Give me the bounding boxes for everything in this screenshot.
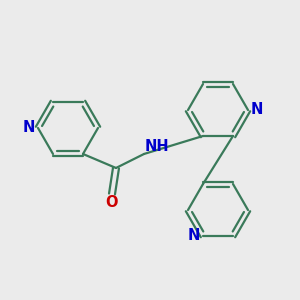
Text: N: N bbox=[251, 103, 263, 118]
Text: O: O bbox=[106, 196, 118, 211]
Text: NH: NH bbox=[145, 140, 170, 154]
Text: N: N bbox=[23, 121, 35, 136]
Text: N: N bbox=[188, 229, 200, 244]
